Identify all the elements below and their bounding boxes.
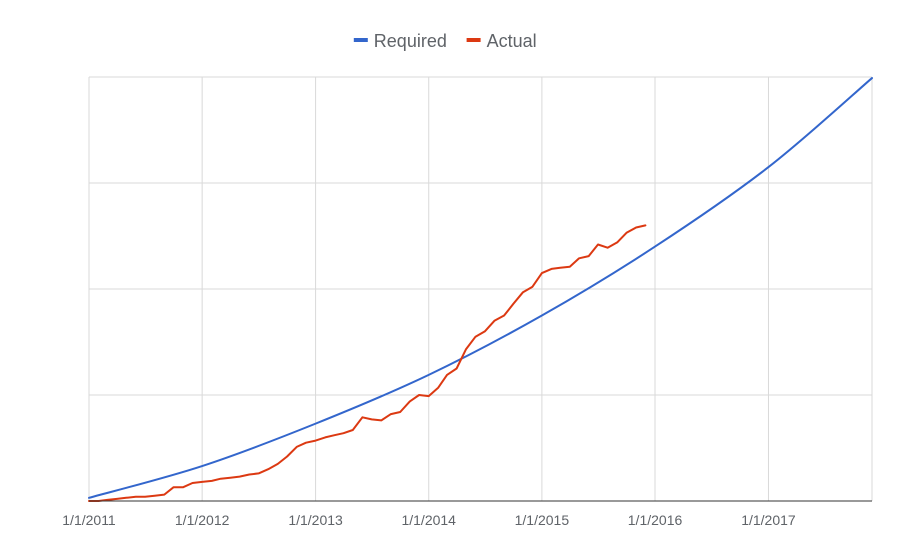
x-tick-label: 1/1/2017 [741, 512, 796, 528]
x-tick-label: 1/1/2013 [288, 512, 343, 528]
legend: Required Actual [353, 31, 537, 51]
x-tick-label: 1/1/2015 [515, 512, 570, 528]
legend-label-required: Required [374, 31, 447, 51]
x-tick-label: 1/1/2011 [62, 512, 116, 528]
series-line-actual [88, 224, 647, 502]
x-tick-label: 1/1/2014 [401, 512, 456, 528]
x-tick-label: 1/1/2012 [175, 512, 230, 528]
legend-swatch-actual [466, 38, 481, 42]
gridlines [88, 76, 873, 501]
series-lines [88, 77, 873, 502]
series-line-required [88, 77, 873, 499]
legend-swatch-required [353, 38, 368, 42]
legend-label-actual: Actual [487, 31, 537, 51]
x-axis-ticks: 1/1/2011 1/1/2012 1/1/2013 1/1/2014 1/1/2015… [62, 512, 796, 528]
x-tick-label: 1/1/2016 [628, 512, 683, 528]
